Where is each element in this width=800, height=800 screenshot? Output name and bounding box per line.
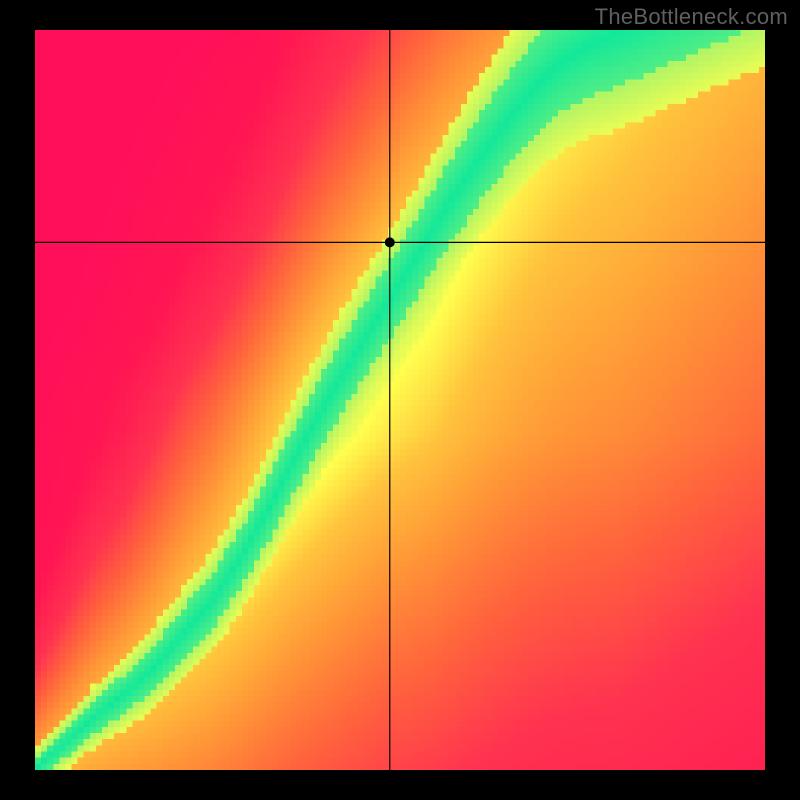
chart-container: TheBottleneck.com — [0, 0, 800, 800]
watermark-text: TheBottleneck.com — [595, 4, 788, 30]
bottleneck-heatmap — [35, 30, 765, 770]
